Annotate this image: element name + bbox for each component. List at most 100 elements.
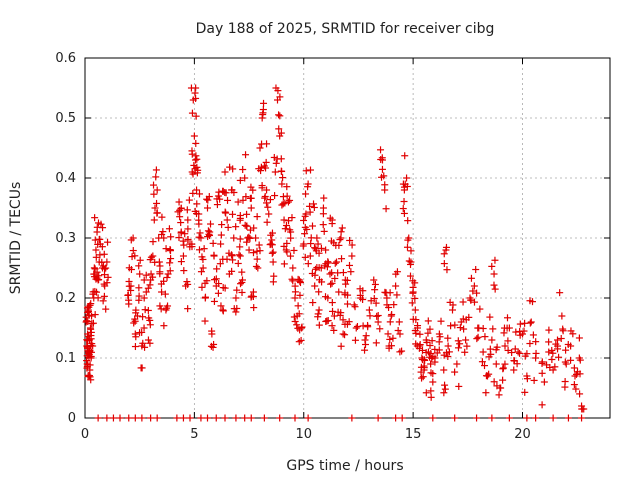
data-point [320, 194, 328, 202]
data-point [306, 252, 314, 260]
data-point [326, 214, 334, 222]
data-point [409, 283, 417, 291]
data-point [459, 298, 467, 306]
data-point [470, 298, 478, 306]
data-point [147, 414, 155, 422]
data-point [348, 241, 356, 249]
data-point [482, 372, 490, 380]
data-point [311, 271, 319, 279]
data-point [377, 146, 385, 154]
data-point [441, 381, 449, 389]
data-point [87, 376, 95, 384]
data-point [195, 233, 203, 241]
data-point [344, 291, 352, 299]
data-point [307, 166, 315, 174]
data-point [362, 341, 370, 349]
data-point [313, 234, 321, 242]
data-point [247, 183, 255, 191]
data-point [278, 180, 286, 188]
data-point [286, 196, 294, 204]
data-point [423, 338, 431, 346]
data-point [440, 366, 448, 374]
data-point [197, 268, 205, 276]
data-points [82, 84, 588, 422]
data-point [444, 342, 452, 350]
data-point [271, 192, 279, 200]
data-point [319, 221, 327, 229]
data-point [503, 324, 511, 332]
y-axis-label: SRMTID / TECUs [8, 182, 24, 295]
data-point [249, 249, 257, 257]
data-point [259, 106, 267, 114]
data-point [327, 237, 335, 245]
data-point [197, 414, 205, 422]
data-point [260, 99, 268, 107]
data-point [567, 356, 575, 364]
data-point [153, 209, 161, 217]
data-point [446, 298, 454, 306]
data-point [362, 332, 370, 340]
data-point [400, 198, 408, 206]
data-point [576, 390, 584, 398]
data-point [221, 284, 229, 292]
data-point [196, 229, 204, 237]
data-point [276, 93, 284, 101]
data-point [141, 343, 149, 351]
data-point [130, 319, 138, 327]
data-point [163, 273, 171, 281]
data-point [338, 224, 346, 232]
data-point [523, 375, 531, 383]
data-point [145, 314, 153, 322]
data-point [440, 389, 448, 397]
data-point [268, 236, 276, 244]
data-point [499, 364, 507, 372]
data-point [365, 306, 373, 314]
data-point [386, 318, 394, 326]
data-point [404, 217, 412, 225]
data-point [95, 276, 103, 284]
data-point [288, 214, 296, 222]
data-point [339, 269, 347, 277]
data-point [392, 270, 400, 278]
data-point [184, 216, 192, 224]
data-point [392, 282, 400, 290]
data-point [84, 337, 92, 345]
data-point [250, 304, 258, 312]
data-point [259, 111, 267, 119]
data-point [287, 234, 295, 242]
data-point [289, 264, 297, 272]
data-point [564, 414, 572, 422]
data-point [314, 310, 322, 318]
data-point [314, 240, 322, 248]
data-point [181, 230, 189, 238]
data-point [339, 330, 347, 338]
data-point [486, 313, 494, 321]
data-point [336, 311, 344, 319]
data-point [139, 339, 147, 347]
data-point [229, 165, 237, 173]
data-point [204, 196, 212, 204]
data-point [88, 312, 96, 320]
x-tick-label: 5 [190, 427, 198, 442]
data-point [436, 333, 444, 341]
data-point [161, 290, 169, 298]
data-point [381, 181, 389, 189]
data-point [551, 363, 559, 371]
data-point [426, 325, 434, 333]
data-point [444, 334, 452, 342]
data-point [419, 373, 427, 381]
data-point [256, 144, 264, 152]
data-point [238, 268, 246, 276]
data-point [237, 280, 245, 288]
data-point [315, 306, 323, 314]
data-point [576, 356, 584, 364]
data-point [232, 223, 240, 231]
data-point [523, 414, 531, 422]
data-point [530, 376, 538, 384]
data-point [490, 378, 498, 386]
data-point [427, 393, 435, 401]
data-point [554, 345, 562, 353]
data-point [147, 270, 155, 278]
data-point [418, 374, 426, 382]
data-point [427, 360, 435, 368]
